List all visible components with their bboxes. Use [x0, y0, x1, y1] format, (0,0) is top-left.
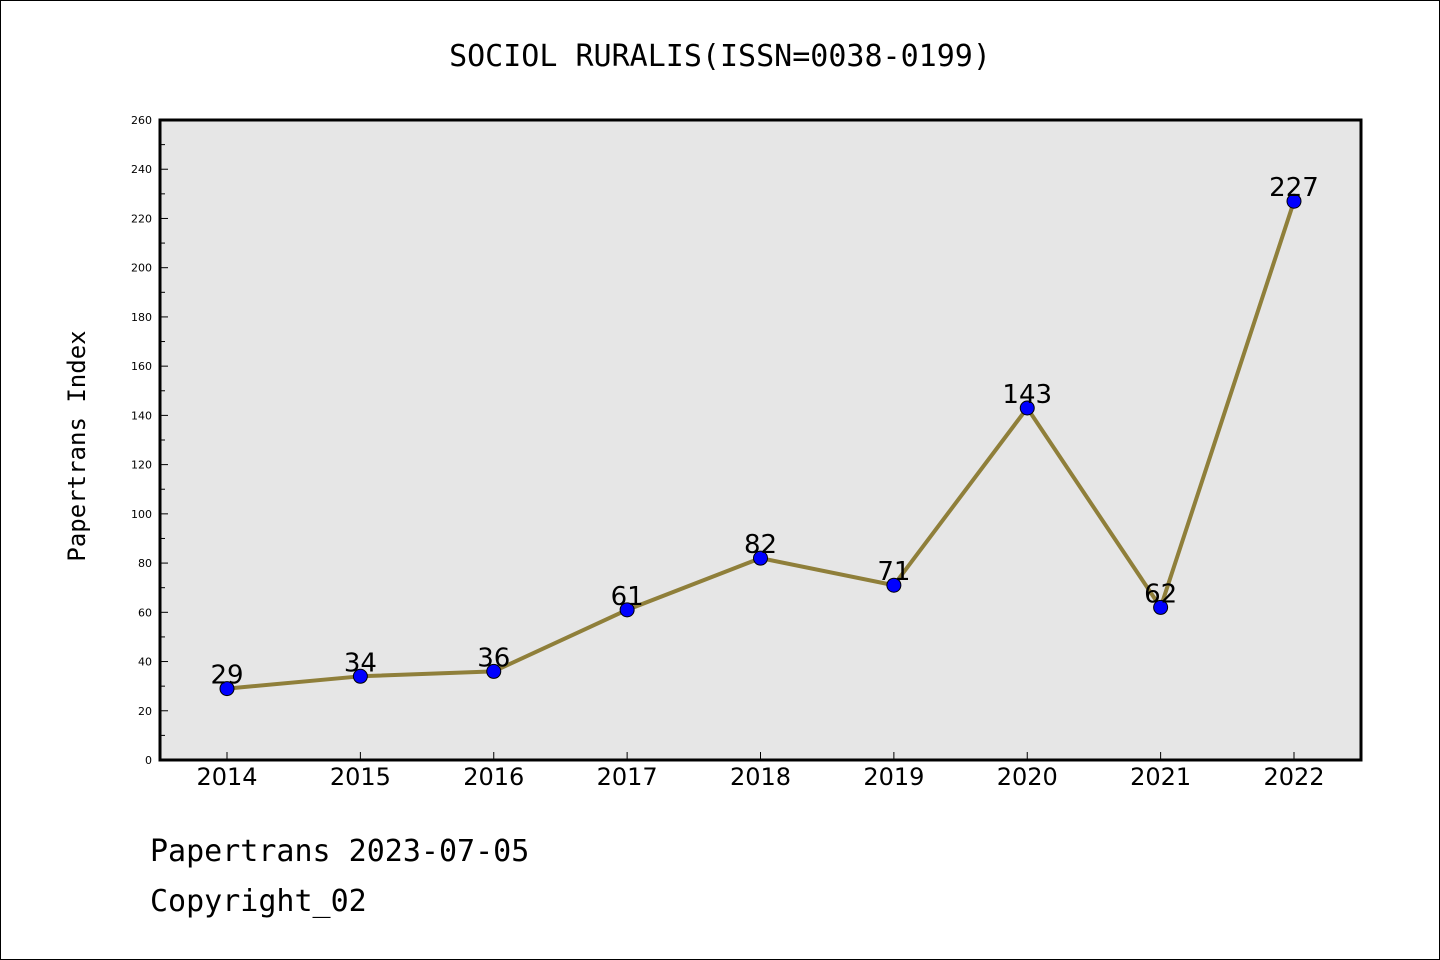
y-tick-label: 260	[131, 114, 152, 127]
y-axis-ticks: 0 20 40 60 80 100 120 140 160 180 200 220 240 260	[131, 114, 168, 767]
y-tick-label: 160	[131, 360, 152, 373]
y-tick-label: 100	[131, 508, 152, 521]
data-label: 143	[1002, 380, 1052, 410]
x-tick-label: 2015	[330, 763, 391, 791]
data-label: 71	[877, 557, 910, 587]
y-tick-label: 20	[138, 705, 152, 718]
x-tick-label: 2017	[597, 763, 658, 791]
footer-date: Papertrans 2023-07-05	[150, 834, 530, 869]
y-tick-label: 200	[131, 262, 152, 275]
x-tick-label: 2018	[730, 763, 791, 791]
footer-copyright: Copyright_02	[150, 884, 367, 919]
x-tick-label: 2014	[196, 763, 257, 791]
data-label: 61	[611, 582, 644, 612]
data-markers	[219, 193, 1302, 697]
y-tick-label: 240	[131, 163, 152, 176]
data-labels: 29 34 36 61 82 71 143 62 227	[210, 173, 1318, 690]
y-tick-label: 80	[138, 557, 152, 570]
y-tick-label: 60	[138, 606, 152, 619]
x-tick-label: 2022	[1263, 763, 1324, 791]
x-tick-label: 2021	[1130, 763, 1191, 791]
data-point	[886, 577, 902, 593]
data-label: 227	[1269, 173, 1319, 203]
plot-area	[160, 120, 1361, 760]
data-label: 29	[210, 661, 243, 691]
data-point	[1153, 599, 1169, 615]
data-point	[486, 663, 502, 679]
data-point	[352, 668, 368, 684]
x-tick-label: 2020	[997, 763, 1058, 791]
plot-border	[158, 118, 1363, 762]
data-point	[1286, 193, 1302, 209]
data-label: 82	[744, 530, 777, 560]
data-point	[1019, 400, 1035, 416]
data-point	[219, 681, 235, 697]
y-axis-label: Papertrans Index	[63, 330, 91, 561]
chart-title: SOCIOL RURALIS(ISSN=0038-0199)	[449, 39, 991, 74]
y-tick-label: 220	[131, 212, 152, 225]
x-axis-ticks: 2014 2015 2016 2017 2018 2019 2020 2021 2022	[196, 752, 1325, 791]
x-tick-label: 2019	[863, 763, 924, 791]
data-label: 36	[477, 643, 510, 673]
x-tick-label: 2016	[463, 763, 524, 791]
y-tick-label: 120	[131, 459, 152, 472]
data-point	[619, 602, 635, 618]
y-tick-label: 140	[131, 409, 152, 422]
data-label: 62	[1144, 579, 1177, 609]
y-tick-label: 0	[145, 754, 152, 767]
data-label: 34	[344, 648, 377, 678]
data-point	[753, 550, 768, 566]
y-tick-label: 180	[131, 311, 152, 324]
y-tick-label: 40	[138, 656, 152, 669]
